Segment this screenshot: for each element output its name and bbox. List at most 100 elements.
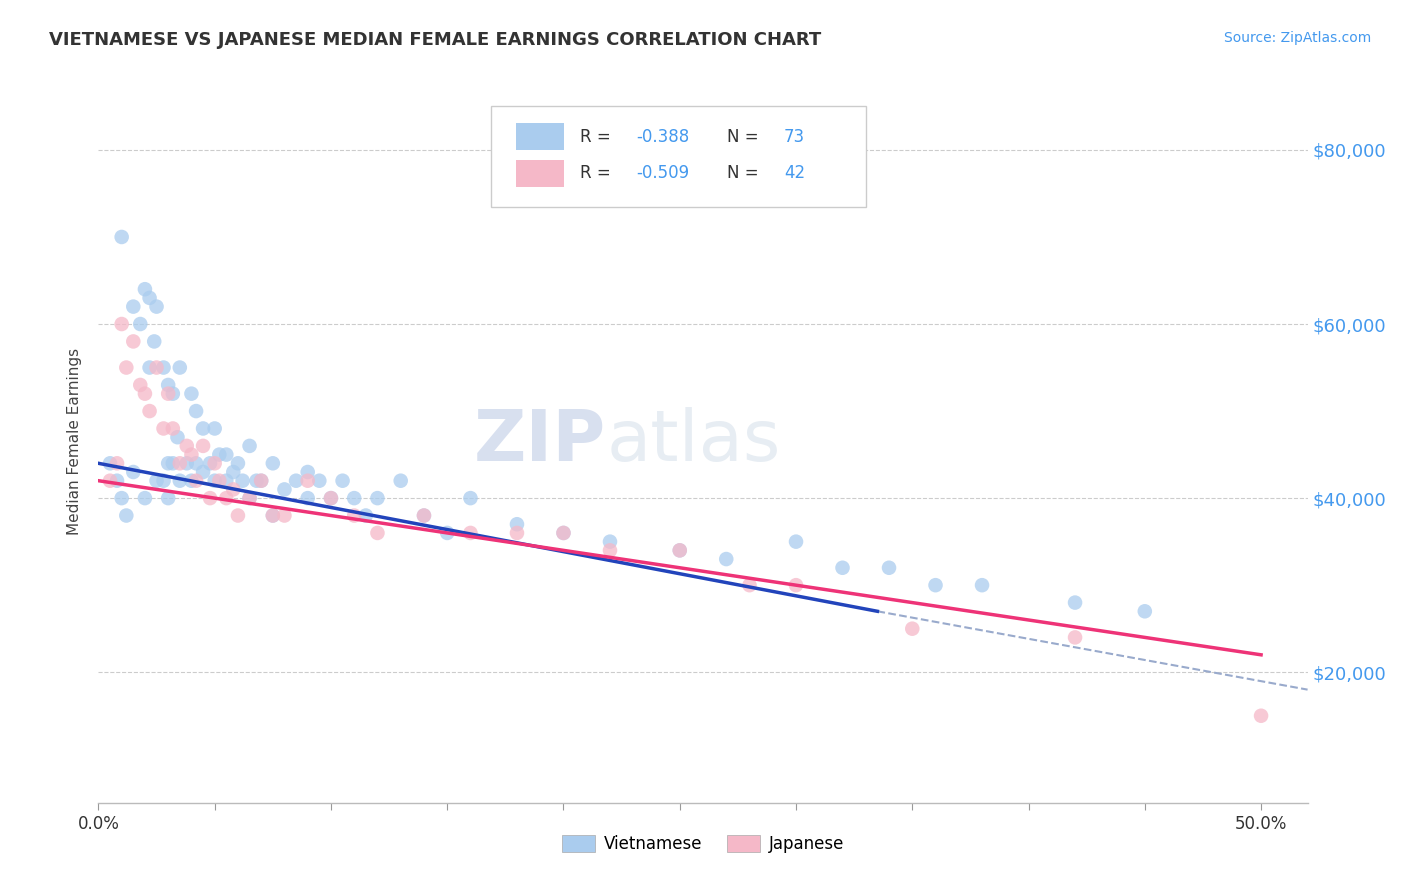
Point bbox=[122, 465, 145, 479]
Point bbox=[436, 525, 458, 540]
Point bbox=[111, 491, 134, 505]
Point bbox=[145, 360, 167, 375]
Point bbox=[924, 578, 946, 592]
Point bbox=[785, 534, 807, 549]
Point bbox=[208, 448, 231, 462]
Point bbox=[204, 456, 226, 470]
Point bbox=[262, 508, 284, 523]
Point bbox=[198, 456, 221, 470]
Point bbox=[226, 456, 249, 470]
Point bbox=[145, 300, 167, 314]
Point bbox=[208, 474, 231, 488]
Text: Source: ZipAtlas.com: Source: ZipAtlas.com bbox=[1223, 31, 1371, 45]
Point bbox=[204, 474, 226, 488]
Point bbox=[1250, 708, 1272, 723]
Point bbox=[98, 474, 121, 488]
Legend: Vietnamese, Japanese: Vietnamese, Japanese bbox=[555, 828, 851, 860]
Point bbox=[668, 543, 690, 558]
Point bbox=[184, 474, 207, 488]
Point bbox=[413, 508, 436, 523]
Point bbox=[831, 561, 853, 575]
Point bbox=[222, 465, 245, 479]
Point bbox=[157, 378, 180, 392]
Point bbox=[143, 334, 166, 349]
Point bbox=[250, 474, 273, 488]
Text: N =: N = bbox=[727, 128, 763, 145]
Point bbox=[122, 334, 145, 349]
Point bbox=[239, 491, 262, 505]
Point bbox=[138, 291, 160, 305]
Point bbox=[222, 483, 245, 497]
Point bbox=[877, 561, 900, 575]
Point bbox=[191, 421, 214, 435]
Point bbox=[157, 456, 180, 470]
Point bbox=[180, 386, 202, 401]
Point bbox=[134, 491, 156, 505]
Point bbox=[389, 474, 412, 488]
Point bbox=[232, 474, 254, 488]
Point bbox=[319, 491, 342, 505]
Point bbox=[273, 483, 295, 497]
Point bbox=[105, 456, 128, 470]
Point bbox=[105, 474, 128, 488]
Text: R =: R = bbox=[579, 164, 616, 183]
Point bbox=[169, 360, 191, 375]
Point bbox=[115, 360, 138, 375]
Point bbox=[176, 456, 198, 470]
Point bbox=[184, 456, 207, 470]
FancyBboxPatch shape bbox=[492, 105, 866, 207]
Text: 73: 73 bbox=[785, 128, 806, 145]
Point bbox=[122, 300, 145, 314]
Point bbox=[319, 491, 342, 505]
Point bbox=[366, 525, 388, 540]
Point bbox=[343, 508, 366, 523]
Point bbox=[129, 317, 152, 331]
Point bbox=[184, 404, 207, 418]
Point bbox=[152, 421, 174, 435]
Point bbox=[245, 474, 267, 488]
Point bbox=[111, 317, 134, 331]
Point bbox=[115, 508, 138, 523]
Point bbox=[460, 491, 482, 505]
Point bbox=[308, 474, 330, 488]
Point bbox=[204, 421, 226, 435]
Point bbox=[506, 517, 529, 532]
Point bbox=[285, 474, 308, 488]
Text: atlas: atlas bbox=[606, 407, 780, 476]
Point bbox=[162, 386, 184, 401]
Point bbox=[1133, 604, 1156, 618]
Point bbox=[138, 360, 160, 375]
Point bbox=[152, 360, 174, 375]
Text: 42: 42 bbox=[785, 164, 806, 183]
Point bbox=[215, 491, 238, 505]
Point bbox=[239, 439, 262, 453]
Point bbox=[273, 508, 295, 523]
Point bbox=[599, 543, 621, 558]
Point bbox=[180, 448, 202, 462]
Point bbox=[297, 491, 319, 505]
Point bbox=[134, 282, 156, 296]
Point bbox=[413, 508, 436, 523]
Point bbox=[1064, 631, 1087, 645]
Point bbox=[970, 578, 993, 592]
Point bbox=[226, 508, 249, 523]
Point bbox=[191, 439, 214, 453]
Point bbox=[145, 474, 167, 488]
Point bbox=[239, 491, 262, 505]
Point bbox=[785, 578, 807, 592]
Point bbox=[1064, 596, 1087, 610]
Point bbox=[262, 456, 284, 470]
Point bbox=[111, 230, 134, 244]
Point bbox=[506, 525, 529, 540]
Text: -0.388: -0.388 bbox=[637, 128, 690, 145]
Point bbox=[297, 474, 319, 488]
Point bbox=[332, 474, 354, 488]
Point bbox=[366, 491, 388, 505]
Point bbox=[166, 430, 188, 444]
Point bbox=[152, 474, 174, 488]
Point bbox=[176, 439, 198, 453]
Point bbox=[354, 508, 377, 523]
Point bbox=[180, 474, 202, 488]
Point bbox=[169, 456, 191, 470]
Point bbox=[553, 525, 575, 540]
